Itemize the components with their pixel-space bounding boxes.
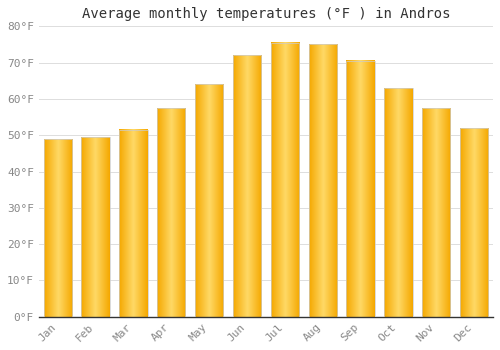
Bar (308, 44, 337, 317)
Title: Average monthly temperatures (°F ) in Andros: Average monthly temperatures (°F ) in An… (82, 7, 450, 21)
Bar (384, 88, 412, 317)
Bar (157, 108, 186, 317)
Bar (422, 108, 450, 317)
Bar (195, 84, 224, 317)
Bar (233, 55, 261, 317)
Bar (82, 137, 110, 317)
Bar (346, 61, 375, 317)
Bar (119, 130, 148, 317)
Bar (460, 128, 488, 317)
Bar (44, 139, 72, 317)
Bar (270, 43, 299, 317)
